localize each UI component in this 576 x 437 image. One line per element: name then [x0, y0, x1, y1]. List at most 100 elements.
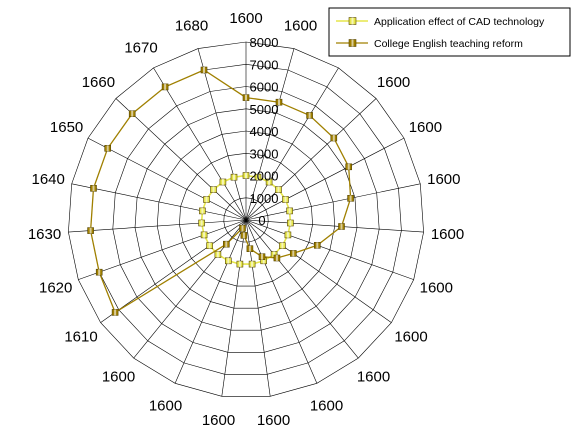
spoke — [78, 219, 247, 280]
data-point — [90, 185, 97, 192]
radial-tick-label: 2000 — [250, 169, 279, 184]
data-point — [87, 227, 94, 234]
data-point — [254, 173, 262, 181]
spoke — [197, 48, 247, 221]
data-point — [265, 178, 273, 186]
category-label: 1650 — [50, 119, 83, 136]
data-point — [128, 110, 136, 117]
radial-tick-labels: 0 1000 2000 3000 4000 5000 6000 7000 8000 — [250, 35, 279, 228]
data-point — [225, 257, 232, 265]
spoke — [68, 219, 247, 233]
data-point — [111, 309, 119, 316]
grid-ring — [134, 108, 358, 331]
spoke — [245, 219, 359, 359]
data-point — [275, 98, 283, 106]
spoke — [221, 219, 247, 397]
grid-ring — [156, 130, 336, 309]
spoke — [245, 67, 339, 221]
spoke — [245, 98, 377, 221]
data-point — [338, 223, 345, 230]
data-point — [95, 268, 103, 276]
radial-tick-label: 0 — [258, 213, 265, 228]
spoke — [245, 137, 405, 221]
series-layer — [87, 66, 354, 316]
spoke — [100, 219, 247, 323]
data-point — [161, 83, 169, 91]
data-point — [282, 196, 289, 203]
category-label: 1670 — [124, 39, 157, 56]
data-point — [223, 240, 230, 248]
grid-ring — [223, 197, 269, 243]
data-point — [242, 172, 250, 179]
data-point — [200, 231, 208, 239]
data-point — [286, 207, 293, 215]
data-point — [347, 195, 354, 202]
category-label: 1600 — [257, 412, 290, 429]
data-point — [199, 207, 206, 215]
category-label: 1600 — [149, 397, 182, 414]
category-label: 1600 — [357, 369, 390, 386]
data-point — [236, 260, 244, 268]
category-label: 1600 — [310, 397, 343, 414]
category-label: 1600 — [229, 10, 262, 27]
spoke — [245, 219, 414, 280]
spoke — [71, 183, 247, 221]
category-label: 1600 — [102, 369, 135, 386]
data-point — [200, 66, 208, 74]
data-point — [104, 145, 111, 152]
data-point — [287, 219, 294, 227]
category-label: 1600 — [427, 171, 460, 188]
series-line — [89, 69, 352, 314]
radar-grid — [68, 41, 424, 397]
category-label: 1610 — [64, 329, 97, 346]
category-label: 1620 — [39, 280, 72, 297]
data-point — [275, 186, 282, 193]
spoke — [245, 219, 424, 233]
data-point — [289, 250, 297, 257]
category-label: 1680 — [175, 18, 208, 35]
radial-tick-label: 8000 — [250, 35, 279, 50]
data-point — [203, 196, 210, 203]
data-point — [330, 134, 338, 142]
radial-tick-label: 6000 — [250, 80, 279, 95]
category-label: 1600 — [420, 280, 453, 297]
category-label: 1600 — [394, 329, 427, 346]
spoke — [153, 67, 247, 221]
legend-entry: College English teaching reform — [336, 38, 523, 50]
spoke — [245, 219, 392, 323]
series-1 — [198, 172, 294, 268]
spoke — [245, 48, 295, 221]
data-point — [230, 173, 238, 181]
legend-entry: Application effect of CAD technology — [336, 16, 545, 28]
spoke — [87, 137, 247, 221]
data-point — [248, 260, 256, 268]
radial-tick-label: 1000 — [250, 191, 279, 206]
grid-ring — [179, 152, 313, 287]
grid-ring — [112, 86, 380, 353]
category-label: 1600 — [284, 18, 317, 35]
data-point — [246, 245, 254, 252]
legend: Application effect of CAD technology Coll… — [328, 7, 571, 57]
spoke — [245, 219, 318, 384]
radar-spokes — [68, 42, 424, 397]
data-point — [219, 178, 227, 186]
spoke — [174, 219, 247, 384]
data-point — [198, 219, 205, 227]
legend-box — [328, 7, 571, 57]
radial-tick-label: 4000 — [250, 124, 279, 139]
radial-tick-label: 5000 — [250, 102, 279, 117]
data-point — [210, 186, 217, 193]
data-point — [313, 242, 321, 249]
category-label: 1660 — [82, 74, 115, 91]
category-label: 1600 — [202, 412, 235, 429]
series-2 — [87, 66, 354, 316]
data-point — [206, 242, 213, 249]
category-labels: 1600 1600 1600 1600 1600 1600 1600 1600 1600 1600… — [28, 10, 464, 429]
data-point — [239, 224, 246, 232]
data-point — [345, 163, 353, 171]
category-label: 1600 — [377, 74, 410, 91]
legend-label: Application effect of CAD technology — [374, 16, 545, 28]
legend-label: College English teaching reform — [374, 38, 523, 50]
data-point — [306, 112, 313, 119]
